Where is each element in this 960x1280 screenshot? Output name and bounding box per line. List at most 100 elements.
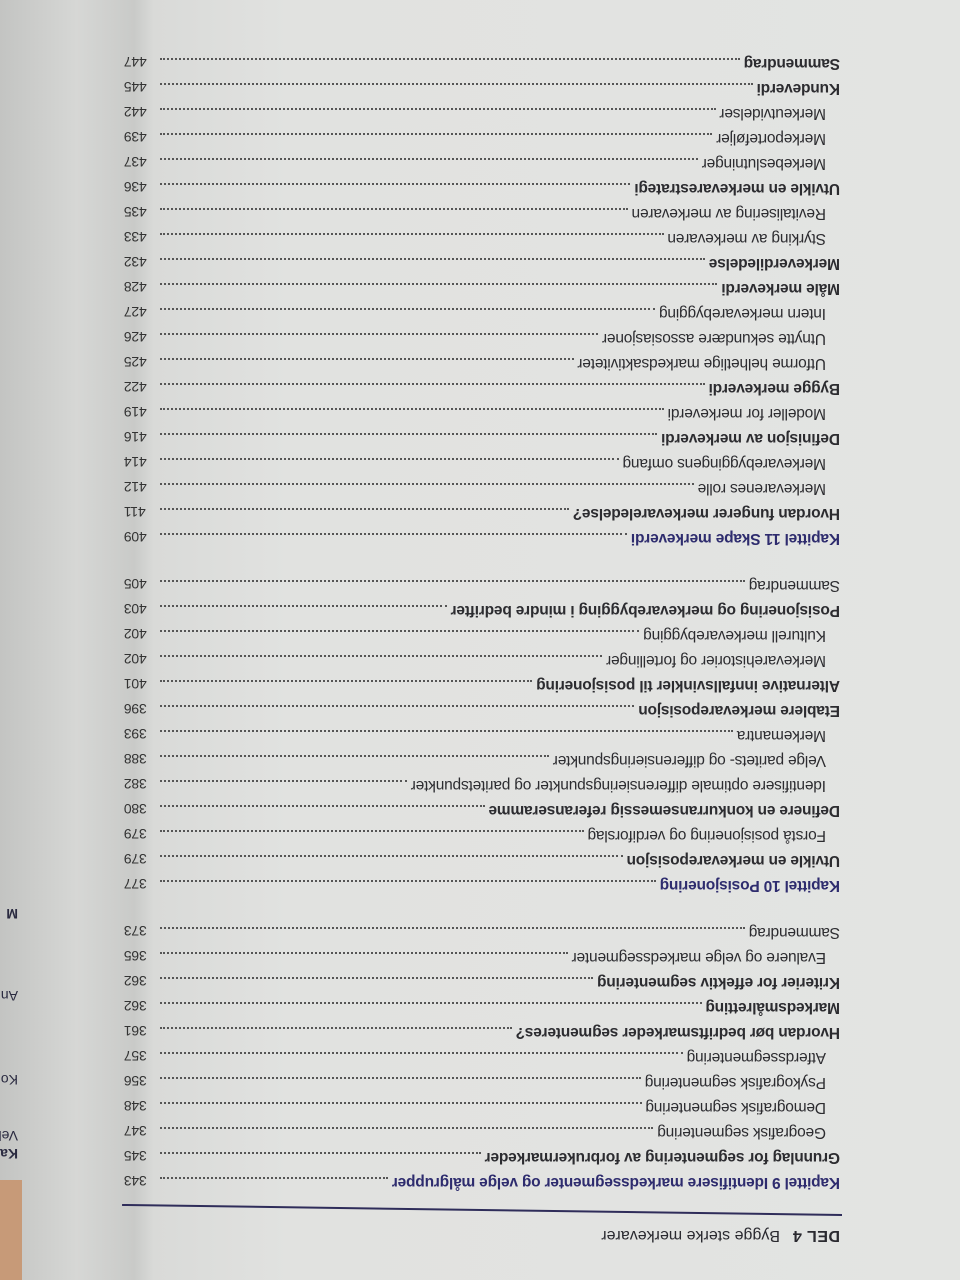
toc-entry: Etablere merkevareposisjon 396 [124,701,840,726]
toc-entry-title: Merkeutvidelser [719,105,826,122]
toc-page-number: 405 [124,576,147,592]
dot-leader [160,483,694,485]
toc-entry-title: Utvikle en merkevareposisjon [626,852,840,869]
dot-leader [160,655,603,657]
toc-entry-title: Velge paritets- og differensieringspunkt… [552,752,826,769]
table-of-contents: Kapittel 9 Identifisere markedssegmenter… [124,54,840,1198]
toc-entry: Utnytte sekundære assosiasjoner 426 [124,329,840,354]
toc-page-number: 447 [124,54,147,70]
toc-entry-title: Kapittel 9 Identifisere markedssegmenter… [392,1174,840,1191]
toc-entry-title: Utvikle en merkevarestrategi [634,180,841,197]
toc-chapter: Kapittel 10 Posisjonering 377 [124,876,840,901]
toc-entry: Definere en konkurransemessig referanser… [124,801,840,826]
toc-entry: Kriterier for effektiv segmentering 362 [124,973,840,998]
toc-page-number: 361 [124,1023,147,1039]
toc-page-number: 357 [124,1048,147,1064]
toc-entry: Merkeporteføljer 439 [124,129,840,154]
toc-page-number: 426 [124,329,147,345]
toc-entry: Utvikle en merkevareposisjon 379 [124,851,840,876]
dot-leader [160,283,718,285]
dot-leader [160,308,656,310]
dot-leader [160,1102,642,1104]
dot-leader [160,508,569,510]
dot-leader [160,258,705,260]
toc-page-number: 442 [124,104,147,120]
dot-leader [160,83,753,85]
toc-entry-title: Grunnlag for segmentering av forbrukerma… [484,1149,840,1166]
toc-page-number: 379 [124,851,147,867]
toc-page-number: 393 [124,726,147,742]
toc-chapter: Kapittel 9 Identifisere markedssegmenter… [124,1173,840,1198]
toc-entry-title: Alternative innfallsvinkler til posisjon… [536,677,840,694]
toc-entry-title: Sammendrag [743,55,840,72]
toc-entry: Merkemantra 393 [124,726,840,751]
dot-leader [160,780,407,782]
toc-page-number: 425 [124,354,147,370]
dot-leader [160,755,549,757]
toc-entry-title: Kapittel 10 Posisjonering [659,877,840,894]
toc-entry-title: Kulturell merkevarebygging [643,627,826,644]
toc-entry: Kulturell merkevarebygging 402 [124,626,840,651]
toc-page-number: 365 [124,948,147,964]
dot-leader [160,183,631,185]
facing-page-edge: Kapi Veks Kon An M [0,0,20,1280]
facing-page-fragment: An [0,988,18,1004]
toc-entry: Styrking av merkevaren 433 [124,229,840,254]
toc-entry-title: Bygge merkeverdi [708,380,840,397]
toc-entry-title: Måle merkeverdi [721,280,841,297]
dot-leader [160,605,447,607]
part-number: DEL 4 [792,1227,840,1244]
toc-entry-title: Forstå posisjonering og verdiforslag [587,827,826,844]
toc-entry-title: Markedsmålretting [705,999,840,1016]
toc-chapter: Kapittel 11 Skape merkeverdi 409 [124,529,840,554]
toc-entry-title: Modeller for merkeverdi [667,405,826,422]
toc-entry: Posisjonering og merkevarebygging i mind… [124,601,840,626]
toc-entry: Måle merkeverdi 428 [124,279,840,304]
toc-entry-title: Definisjon av merkeverdi [661,430,840,447]
toc-entry-title: Evaluere og velge markedssegmenter [571,949,826,966]
running-header: DEL 4 Bygge sterke merkevarer [601,1226,840,1244]
toc-entry: Demografisk segmentering 348 [124,1098,840,1123]
header-rule [122,1203,843,1216]
toc-entry: Definisjon av merkeverdi 416 [124,429,840,454]
toc-entry: Utvikle en merkevarestrategi 436 [124,179,840,204]
toc-entry: Velge paritets- og differensieringspunkt… [124,751,840,776]
dot-leader [160,855,623,857]
toc-entry: Merkevarebyggingens omfang 414 [124,454,840,479]
toc-entry-title: Utnytte sekundære assosiasjoner [602,330,826,347]
toc-entry: Forstå posisjonering og verdiforslag 379 [124,826,840,851]
toc-page-number: 345 [124,1148,147,1164]
toc-page-number: 348 [124,1098,147,1114]
dot-leader [160,927,745,929]
toc-page-number: 437 [124,154,147,170]
toc-entry-title: Revitalisering av merkevaren [631,205,826,222]
toc-page-number: 373 [124,923,147,939]
toc-page-number: 347 [124,1123,147,1139]
dot-leader [160,333,599,335]
toc-entry: Merkevarehistorier og fortellinger 402 [124,651,840,676]
toc-entry: Hvordan bør bedriftsmarkeder segmenteres… [124,1023,840,1048]
toc-entry: Markedsmålretting 362 [124,998,840,1023]
dot-leader [160,383,705,385]
toc-page-number: 435 [124,204,147,220]
toc-page-number: 396 [124,701,147,717]
dot-leader [160,458,619,460]
toc-page-number: 439 [124,129,147,145]
toc-page-number: 436 [124,179,147,195]
facing-page-fragment: Kapi [0,1146,18,1162]
dot-leader [160,1127,654,1129]
dot-leader [160,705,635,707]
toc-page-number: 377 [124,876,147,892]
part-title: Bygge sterke merkevarer [601,1227,780,1244]
dot-leader [160,1052,683,1054]
toc-page-number: 445 [124,79,147,95]
dot-leader [160,580,745,582]
dot-leader [160,358,574,360]
dot-leader [160,408,664,410]
toc-entry-title: Merkemantra [736,727,826,744]
toc-page-number: 402 [124,651,147,667]
toc-entry-title: Posisjonering og merkevarebygging i mind… [450,602,840,619]
toc-entry: Identifisere optimale differensieringspu… [124,776,840,801]
toc-entry: Evaluere og velge markedssegmenter 365 [124,948,840,973]
